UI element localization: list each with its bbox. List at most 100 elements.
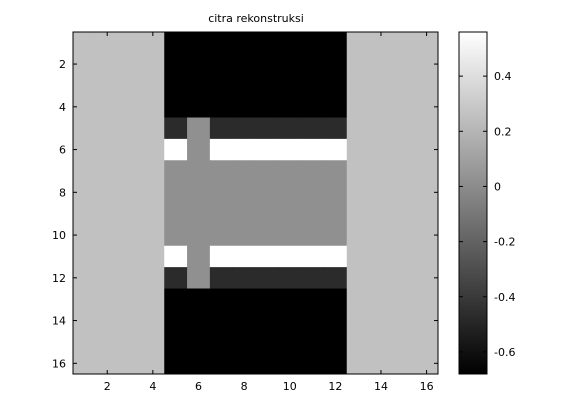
heatmap-cell	[209, 224, 234, 247]
heatmap-cell	[164, 96, 188, 119]
heatmap-cell	[323, 96, 348, 119]
colorbar-tick-label: -0.6	[494, 346, 515, 359]
heatmap-cell	[346, 245, 371, 268]
heatmap-cell	[392, 352, 416, 375]
heatmap-cell	[164, 352, 188, 375]
heatmap-cell	[95, 117, 120, 140]
heatmap-cell	[369, 203, 393, 225]
heatmap-cell	[255, 32, 279, 54]
heatmap-cell	[232, 331, 256, 354]
heatmap-cell	[232, 309, 256, 332]
heatmap-cell	[73, 331, 97, 354]
heatmap-cells	[73, 32, 439, 375]
heatmap-cell	[301, 352, 325, 375]
heatmap-cell	[118, 160, 142, 183]
heatmap-cell	[232, 96, 256, 119]
heatmap-cell	[301, 224, 325, 247]
heatmap-cell	[255, 96, 279, 119]
x-tick-label: 4	[149, 380, 156, 393]
heatmap-cell	[209, 160, 234, 183]
heatmap-cell	[232, 267, 256, 290]
heatmap-cell	[118, 53, 142, 76]
heatmap-cell	[95, 352, 120, 375]
heatmap-cell	[141, 267, 165, 290]
heatmap-cell	[301, 181, 325, 204]
heatmap-cell	[323, 74, 348, 97]
heatmap-cell	[415, 117, 439, 140]
heatmap-cell	[415, 96, 439, 119]
heatmap-cell	[278, 160, 302, 183]
heatmap-cell	[415, 352, 439, 375]
heatmap-cell	[278, 245, 302, 268]
heatmap-cell	[141, 96, 165, 119]
heatmap-cell	[141, 181, 165, 204]
heatmap-cell	[95, 203, 120, 225]
heatmap-cell	[187, 331, 211, 354]
heatmap-cell	[323, 352, 348, 375]
heatmap-cell	[95, 74, 120, 97]
heatmap-cell	[346, 181, 371, 204]
heatmap-cell	[392, 224, 416, 247]
heatmap-cell	[141, 352, 165, 375]
heatmap-cell	[278, 53, 302, 76]
heatmap-cell	[232, 288, 256, 311]
heatmap-cell	[232, 160, 256, 183]
heatmap-cell	[209, 245, 234, 268]
heatmap-cell	[164, 160, 188, 183]
heatmap-cell	[95, 288, 120, 311]
heatmap-cell	[301, 96, 325, 119]
heatmap-cell	[164, 245, 188, 268]
heatmap-cell	[187, 117, 211, 140]
heatmap-cell	[118, 309, 142, 332]
heatmap-cell	[323, 203, 348, 225]
heatmap-cell	[164, 267, 188, 290]
heatmap-cell	[369, 245, 393, 268]
heatmap-cell	[369, 117, 393, 140]
x-tick-label: 16	[420, 380, 434, 393]
heatmap-cell	[95, 53, 120, 76]
heatmap-cell	[164, 309, 188, 332]
heatmap-cell	[73, 160, 97, 183]
heatmap-cell	[346, 74, 371, 97]
heatmap-cell	[95, 309, 120, 332]
heatmap-cell	[187, 160, 211, 183]
heatmap-cell	[232, 138, 256, 161]
heatmap-cell	[209, 32, 234, 54]
heatmap-cell	[232, 181, 256, 204]
heatmap-cell	[323, 288, 348, 311]
heatmap-cell	[415, 224, 439, 247]
heatmap-cell	[392, 53, 416, 76]
heatmap-cell	[141, 138, 165, 161]
heatmap-cell	[301, 138, 325, 161]
heatmap-cell	[209, 309, 234, 332]
heatmap-cell	[301, 53, 325, 76]
heatmap-cell	[187, 138, 211, 161]
heatmap-cell	[232, 74, 256, 97]
y-tick-label: 6	[59, 144, 66, 157]
heatmap-cell	[323, 138, 348, 161]
heatmap-cell	[301, 117, 325, 140]
heatmap-cell	[392, 74, 416, 97]
heatmap-cell	[187, 224, 211, 247]
x-tick-label: 14	[374, 380, 388, 393]
heatmap-cell	[278, 288, 302, 311]
heatmap-cell	[73, 181, 97, 204]
heatmap-cell	[369, 288, 393, 311]
heatmap-cell	[392, 331, 416, 354]
heatmap-cell	[369, 331, 393, 354]
heatmap-cell	[415, 53, 439, 76]
heatmap-cell	[323, 331, 348, 354]
heatmap-cell	[346, 224, 371, 247]
heatmap-cell	[346, 96, 371, 119]
heatmap-cell	[415, 288, 439, 311]
heatmap-cell	[323, 309, 348, 332]
heatmap-cell	[209, 288, 234, 311]
heatmap-cell	[73, 74, 97, 97]
heatmap-cell	[278, 96, 302, 119]
heatmap-cell	[118, 32, 142, 54]
heatmap-cell	[73, 267, 97, 290]
heatmap-cell	[209, 352, 234, 375]
colorbar-tick-label: -0.2	[494, 236, 515, 249]
heatmap-cell	[164, 32, 188, 54]
heatmap-cell	[369, 267, 393, 290]
